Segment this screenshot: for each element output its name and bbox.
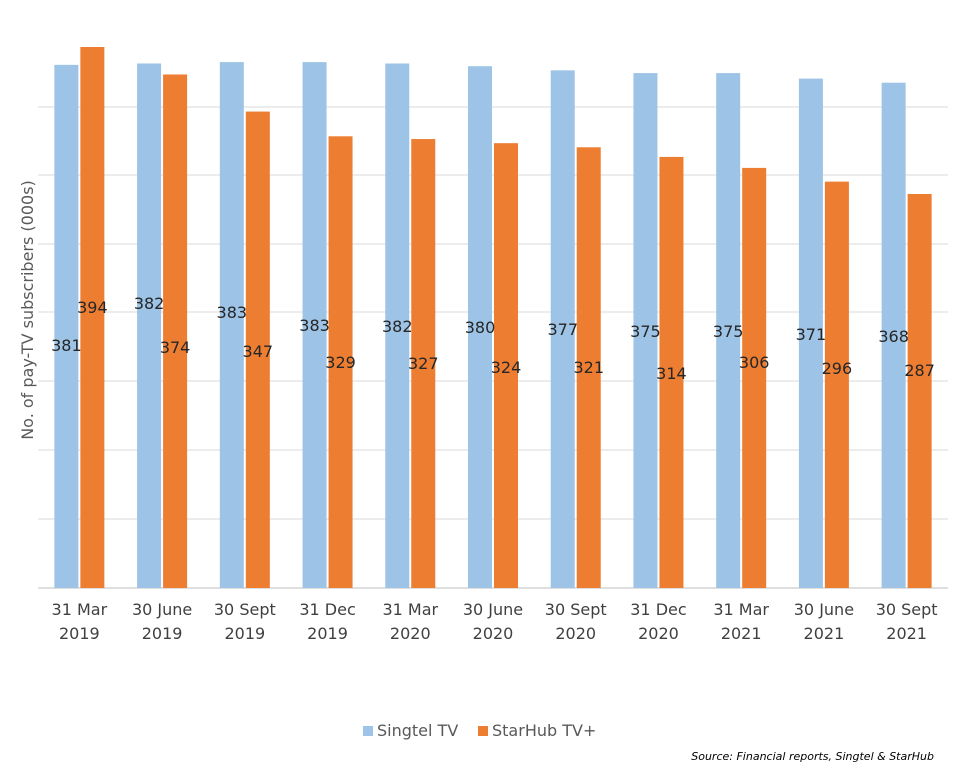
x-tick-label: 31 Mar: [713, 600, 769, 619]
bar-starhub-5: [494, 143, 518, 589]
bar-starhub-4: [411, 139, 436, 588]
x-tick-label-year: 2021: [721, 624, 762, 643]
bar-singtel-9: [798, 78, 823, 588]
data-label-starhub-5: 324: [491, 358, 522, 377]
x-tick-label-year: 2019: [224, 624, 265, 643]
x-tick-label: 31 Mar: [382, 600, 438, 619]
data-label-singtel-2: 383: [217, 303, 248, 322]
y-axis-title: No. of pay-TV subscribers (000s): [18, 180, 37, 440]
bar-singtel-3: [302, 62, 327, 589]
bar-starhub-7: [659, 156, 684, 588]
x-tick-label: 30 June: [794, 600, 854, 619]
bar-singtel-1: [137, 63, 162, 589]
bar-starhub-9: [824, 181, 849, 589]
data-label-starhub-0: 394: [77, 298, 108, 317]
legend: Singtel TV StarHub TV+: [363, 721, 596, 740]
x-tick-label-year: 2019: [142, 624, 183, 643]
bar-starhub-8: [742, 167, 767, 588]
x-tick-label: 31 Mar: [52, 600, 108, 619]
x-axis-ticks: 31 Mar 2019 30 June 2019 30 Sept 2019 31 Dec 20…: [52, 600, 938, 643]
bar-starhub-6: [576, 147, 601, 588]
bar-singtel-8: [716, 73, 741, 589]
x-tick-label: 30 Sept: [545, 600, 607, 619]
x-tick-label-year: 2021: [804, 624, 845, 643]
bar-starhub-10: [907, 194, 932, 588]
bar-singtel-5: [468, 66, 492, 588]
bar-starhub-1: [163, 74, 188, 589]
data-label-starhub-2: 347: [243, 342, 274, 361]
data-label-singtel-5: 380: [465, 318, 496, 337]
data-label-starhub-9: 296: [822, 359, 853, 378]
data-label-starhub-7: 314: [656, 364, 687, 383]
legend-label-singtel: Singtel TV: [377, 721, 458, 740]
bar-singtel-10: [881, 82, 906, 588]
bar-singtel-7: [633, 73, 658, 589]
source-note: Source: Financial reports, Singtel & Sta…: [691, 750, 934, 763]
bar-starhub-2: [245, 111, 270, 588]
x-tick-label-year: 2020: [555, 624, 596, 643]
x-tick-label: 31 Dec: [630, 600, 686, 619]
data-label-starhub-3: 329: [325, 353, 356, 372]
data-label-starhub-10: 287: [904, 361, 935, 380]
bar-starhub-3: [328, 136, 353, 588]
x-tick-label: 31 Dec: [299, 600, 355, 619]
x-tick-label-year: 2019: [307, 624, 348, 643]
bar-singtel-6: [550, 70, 575, 588]
x-tick-label-year: 2020: [390, 624, 431, 643]
data-label-singtel-4: 382: [382, 317, 413, 336]
bar-singtel-0: [54, 64, 79, 589]
data-label-singtel-7: 375: [630, 322, 661, 341]
data-label-singtel-3: 383: [299, 316, 330, 335]
bar-singtel-4: [385, 63, 410, 589]
data-label-starhub-6: 321: [573, 358, 604, 377]
data-label-singtel-0: 381: [51, 336, 82, 355]
legend-swatch-starhub: [478, 726, 488, 736]
data-label-starhub-1: 374: [160, 338, 191, 357]
data-label-singtel-1: 382: [134, 294, 165, 313]
x-tick-label-year: 2020: [473, 624, 514, 643]
data-label-starhub-4: 327: [408, 354, 439, 373]
x-tick-label: 30 Sept: [876, 600, 938, 619]
x-tick-label-year: 2021: [886, 624, 927, 643]
data-label-starhub-8: 306: [739, 353, 770, 372]
bar-singtel-2: [219, 62, 244, 589]
x-tick-label: 30 June: [463, 600, 523, 619]
x-tick-label: 30 Sept: [214, 600, 276, 619]
data-label-singtel-9: 371: [796, 325, 827, 344]
legend-label-starhub: StarHub TV+: [492, 721, 596, 740]
x-tick-label-year: 2020: [638, 624, 679, 643]
data-label-singtel-8: 375: [713, 322, 744, 341]
data-label-singtel-6: 377: [547, 320, 578, 339]
bar-starhub-0: [80, 47, 105, 588]
data-label-singtel-10: 368: [878, 327, 909, 346]
x-tick-label-year: 2019: [59, 624, 100, 643]
data-labels: 381 394 382 374 383 347 383 329 382 327 380 324 377 3…: [51, 294, 935, 383]
legend-swatch-singtel: [363, 726, 373, 736]
gridlines: [38, 106, 948, 589]
x-tick-label: 30 June: [132, 600, 192, 619]
bars: [54, 47, 932, 589]
